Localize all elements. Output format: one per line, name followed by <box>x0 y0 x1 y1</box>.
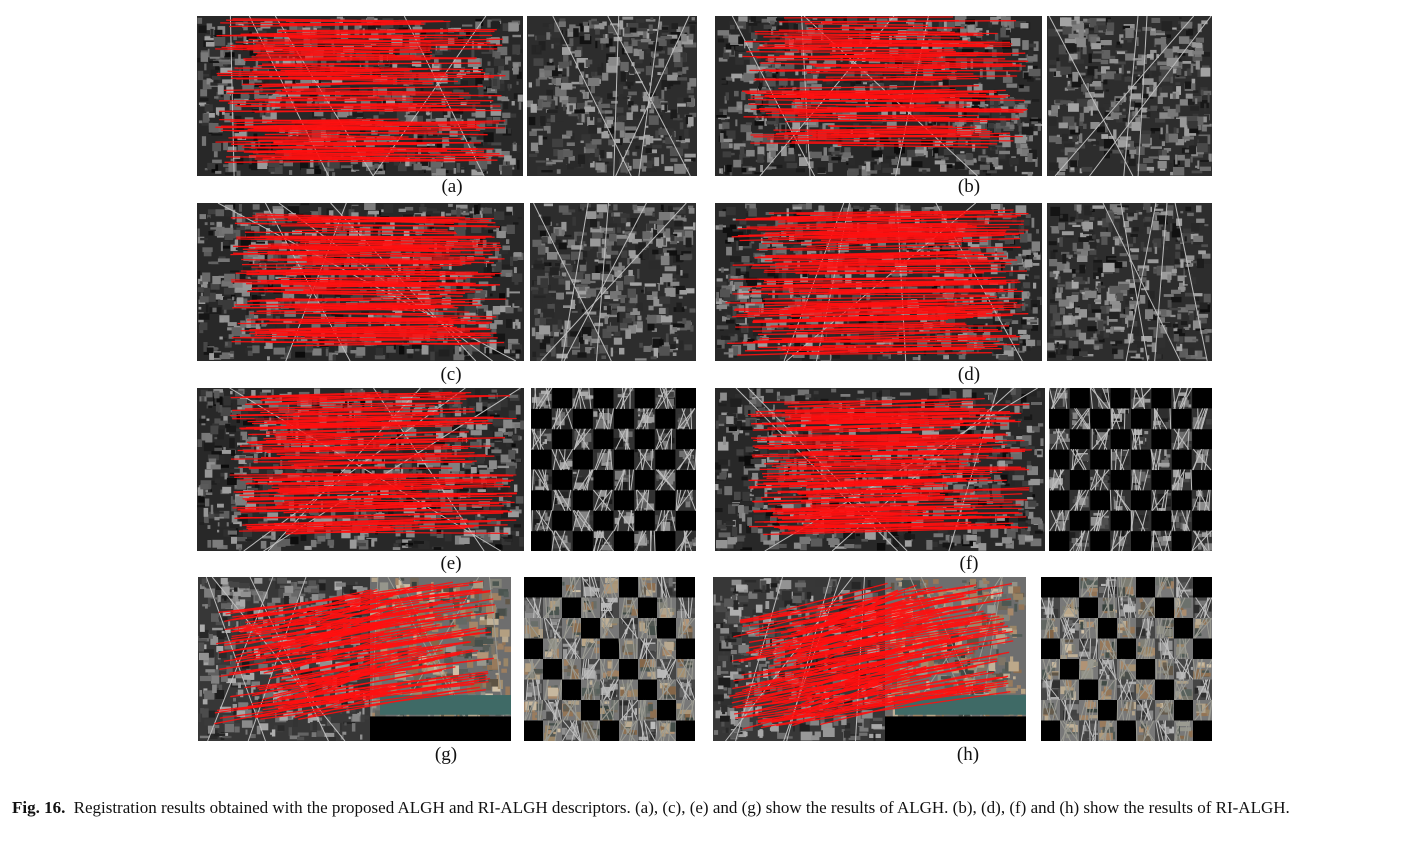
panel-label-f: (f) <box>959 553 979 574</box>
panel-label-c: (c) <box>440 364 462 385</box>
match-image-f <box>715 388 1045 551</box>
checkerboard-image-c <box>530 203 696 361</box>
match-image-h <box>713 577 1026 741</box>
checkerboard-image-h <box>1041 577 1212 741</box>
match-lines <box>214 580 495 725</box>
match-lines <box>230 213 507 347</box>
checkerboard-image-b <box>1047 16 1212 176</box>
panel-label-a: (a) <box>441 176 463 197</box>
checkerboard-image-f <box>1049 388 1212 551</box>
match-lines <box>729 582 1014 730</box>
match-image-g <box>198 577 511 741</box>
match-lines <box>725 209 1029 356</box>
checkerboard-image-e <box>531 388 696 551</box>
checkerboard-image-d <box>1047 203 1212 361</box>
panel-label-e: (e) <box>440 553 462 574</box>
checkerboard-image-a <box>527 16 697 176</box>
match-lines <box>215 18 506 163</box>
panel-label-b: (b) <box>957 176 981 197</box>
panel-label-g: (g) <box>434 744 458 765</box>
match-image-a <box>197 16 523 176</box>
match-image-e <box>197 388 524 551</box>
figure-caption: Fig. 16. Registration results obtained w… <box>12 797 1396 819</box>
match-image-d <box>715 203 1042 361</box>
match-lines <box>747 397 1032 536</box>
match-image-b <box>715 16 1042 176</box>
match-image-c <box>197 203 524 361</box>
panel-label-h: (h) <box>956 744 980 765</box>
caption-lead: Fig. 16. <box>12 798 66 817</box>
checkerboard-image-g <box>524 577 695 741</box>
match-lines <box>742 16 1029 148</box>
panel-label-d: (d) <box>957 364 981 385</box>
caption-text: Registration results obtained with the p… <box>73 798 1290 817</box>
match-lines <box>229 391 518 535</box>
